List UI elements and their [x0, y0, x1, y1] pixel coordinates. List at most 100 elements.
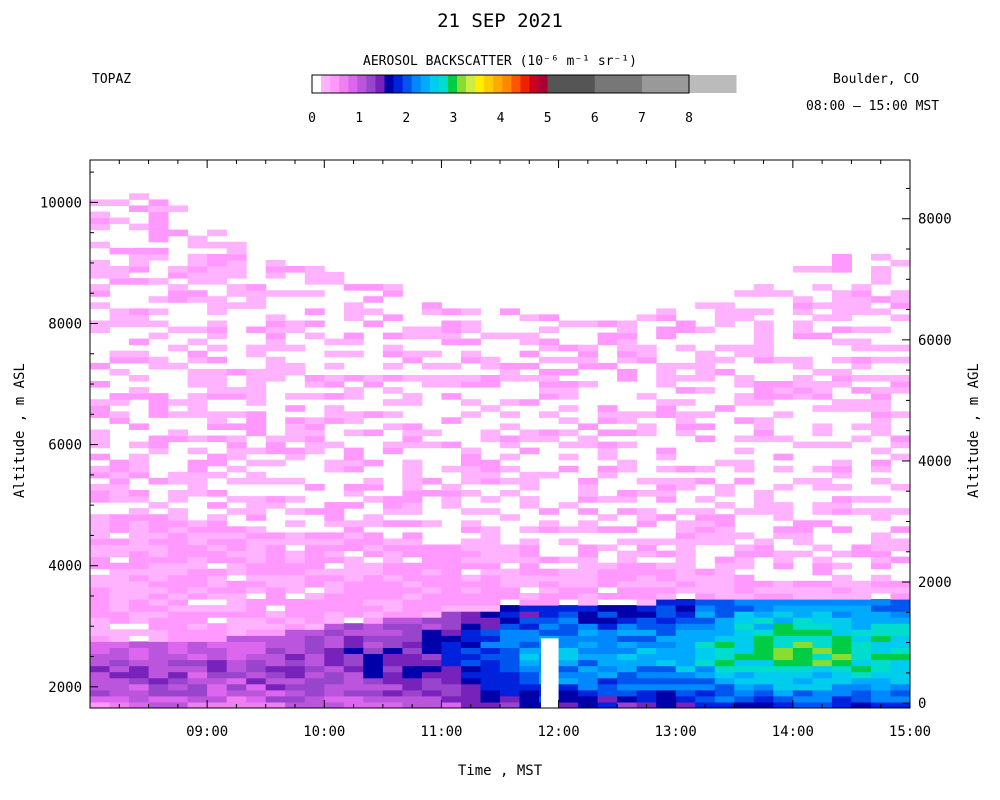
- heatmap-cell: [480, 574, 501, 582]
- heatmap-cell: [480, 532, 501, 539]
- heatmap-cell: [812, 617, 833, 624]
- heatmap-cell: [265, 496, 286, 503]
- heatmap-cell: [753, 429, 774, 437]
- heatmap-cell: [343, 623, 364, 630]
- heatmap-cell: [90, 593, 110, 600]
- heatmap-cell: [324, 441, 345, 449]
- heatmap-cell: [168, 605, 189, 612]
- heatmap-cell: [402, 459, 423, 467]
- heatmap-cell: [148, 671, 169, 679]
- heatmap-cell: [792, 647, 813, 654]
- heatmap-cell: [148, 278, 169, 285]
- heatmap-cell: [90, 435, 110, 443]
- heatmap-cell: [148, 653, 169, 661]
- heatmap-cell: [773, 290, 794, 297]
- heatmap-cell: [265, 314, 286, 321]
- heatmap-cell: [246, 647, 267, 654]
- heatmap-cell: [871, 308, 891, 315]
- heatmap-cell: [461, 550, 481, 558]
- heatmap-cell: [402, 653, 423, 661]
- heatmap-cell: [792, 393, 813, 400]
- heatmap-cell: [246, 671, 267, 679]
- heatmap-cell: [226, 435, 247, 443]
- heatmap-cell: [304, 556, 325, 564]
- heatmap-cell: [500, 611, 520, 618]
- heatmap-cell: [831, 635, 852, 642]
- heatmap-cell: [207, 266, 228, 273]
- heatmap-cell: [402, 441, 423, 449]
- heatmap-cell: [324, 653, 345, 661]
- heatmap-cell: [148, 217, 169, 225]
- heatmap-cell: [675, 399, 696, 406]
- heatmap-cell: [773, 586, 794, 594]
- heatmap-cell: [675, 665, 696, 673]
- heatmap-cell: [675, 477, 696, 485]
- heatmap-cell: [109, 459, 130, 467]
- heatmap-cell: [656, 611, 677, 618]
- heatmap-cell: [558, 568, 579, 576]
- heatmap-cell: [187, 689, 208, 697]
- heatmap-cell: [578, 695, 599, 703]
- heatmap-cell: [773, 629, 794, 636]
- heatmap-cell: [734, 695, 755, 703]
- heatmap-cell: [714, 574, 735, 582]
- heatmap-cell: [129, 647, 149, 654]
- heatmap-cell: [636, 544, 657, 552]
- heatmap-cell: [656, 562, 677, 570]
- heatmap-cell: [792, 387, 813, 394]
- heatmap-cell: [734, 641, 755, 648]
- heatmap-cell: [890, 647, 911, 654]
- heatmap-cell: [129, 338, 149, 346]
- heatmap-cell: [148, 393, 169, 400]
- heatmap-cell: [480, 689, 501, 697]
- heatmap-cell: [324, 586, 345, 594]
- colorbar-tick-label: 8: [685, 111, 693, 126]
- heatmap-cell: [695, 599, 716, 606]
- heatmap-cell: [617, 356, 638, 364]
- heatmap-cell: [304, 611, 325, 618]
- heatmap-cell: [265, 344, 286, 352]
- heatmap-cell: [363, 568, 384, 576]
- heatmap-cell: [851, 593, 872, 600]
- heatmap-cell: [695, 538, 716, 546]
- heatmap-cell: [421, 671, 442, 679]
- heatmap-cell: [734, 465, 755, 473]
- heatmap-cell: [480, 568, 501, 576]
- heatmap-cell: [441, 308, 462, 315]
- heatmap-cell: [207, 393, 228, 400]
- heatmap-cell: [597, 635, 618, 642]
- heatmap-cell: [402, 332, 423, 340]
- heatmap-cell: [285, 266, 306, 273]
- heatmap-cell: [343, 629, 364, 636]
- heatmap-cell: [851, 580, 872, 588]
- heatmap-cell: [265, 435, 286, 443]
- heatmap-cell: [831, 381, 852, 388]
- heatmap-cell: [324, 538, 345, 546]
- heatmap-cell: [734, 393, 755, 400]
- heatmap-cell: [812, 586, 833, 594]
- heatmap-cell: [851, 362, 872, 370]
- heatmap-cell: [519, 593, 540, 600]
- heatmap-cell: [675, 659, 696, 667]
- heatmap-cell: [675, 532, 696, 539]
- heatmap-cell: [871, 459, 891, 467]
- heatmap-cell: [285, 550, 306, 558]
- heatmap-cell: [539, 338, 559, 346]
- heatmap-cell: [831, 484, 852, 491]
- heatmap-cell: [734, 459, 755, 467]
- heatmap-cell: [500, 689, 520, 697]
- heatmap-cell: [421, 617, 442, 624]
- heatmap-cell: [890, 635, 911, 642]
- heatmap-cell: [285, 611, 306, 618]
- heatmap-cell: [695, 580, 716, 588]
- heatmap-cell: [714, 344, 735, 352]
- heatmap-cell: [617, 465, 638, 473]
- heatmap-cell: [675, 629, 696, 636]
- heatmap-cell: [558, 665, 579, 673]
- heatmap-cell: [851, 611, 872, 618]
- heatmap-cell: [285, 695, 306, 703]
- heatmap-cell: [324, 459, 345, 467]
- heatmap-cell: [207, 623, 228, 630]
- heatmap-cell: [675, 641, 696, 648]
- heatmap-cell: [890, 411, 911, 418]
